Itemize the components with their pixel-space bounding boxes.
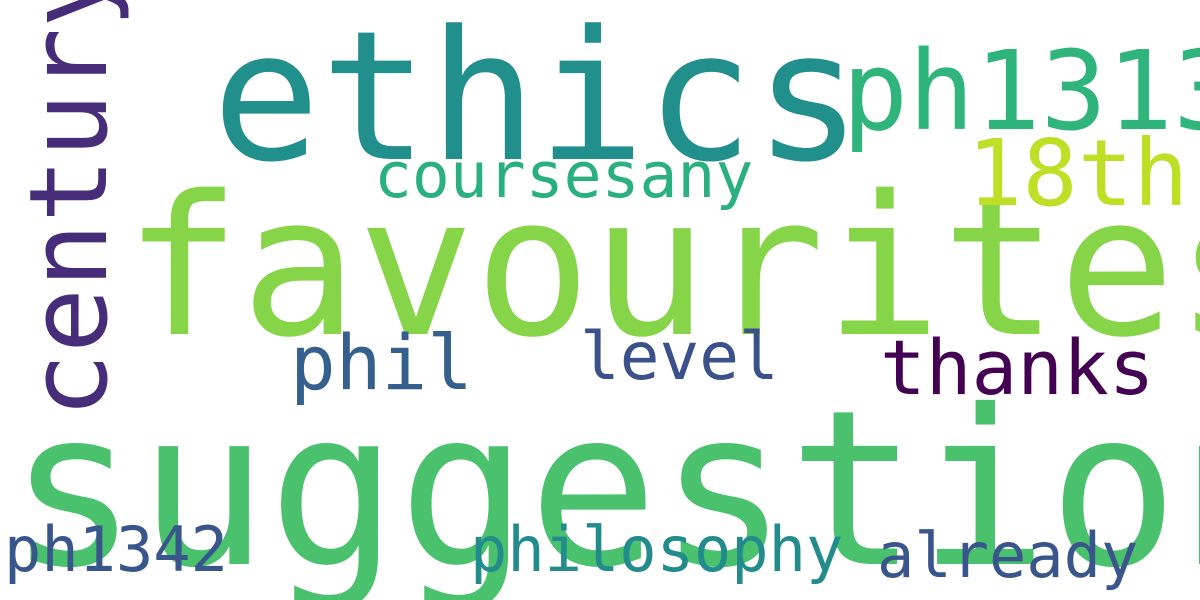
- word-18th: 18th: [967, 120, 1189, 227]
- word-phil: phil: [290, 318, 474, 407]
- word-level: level: [580, 318, 779, 395]
- word-philosophy: philosophy: [470, 513, 844, 586]
- word-already: already: [877, 519, 1139, 592]
- word-ethics: ethics: [212, 0, 863, 202]
- word-ph1313: ph1313: [842, 27, 1200, 155]
- word-suggestions: suggestions: [8, 364, 1200, 600]
- word-century: century: [7, 0, 132, 418]
- word-thanks: thanks: [880, 323, 1155, 412]
- word-coursesany: coursesany: [374, 139, 754, 212]
- word-ph1342: ph1342: [4, 513, 228, 586]
- word-favourites: favourites: [124, 154, 1200, 380]
